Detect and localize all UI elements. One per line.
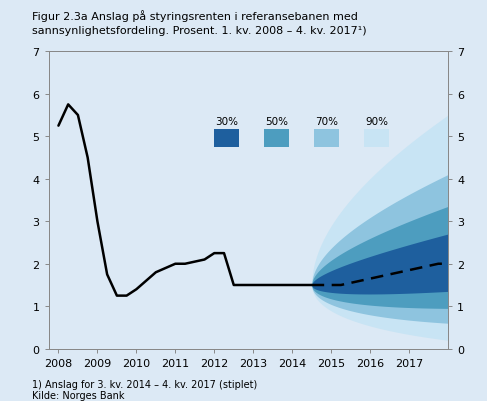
FancyBboxPatch shape (314, 129, 339, 148)
Text: Figur 2.3a Anslag på styringsrenten i referansebanen med: Figur 2.3a Anslag på styringsrenten i re… (32, 10, 357, 22)
Text: 70%: 70% (315, 116, 338, 126)
FancyBboxPatch shape (264, 129, 289, 148)
Text: sannsynlighetsfordeling. Prosent. 1. kv. 2008 – 4. kv. 2017¹): sannsynlighetsfordeling. Prosent. 1. kv.… (32, 26, 366, 36)
FancyBboxPatch shape (214, 129, 239, 148)
Text: 50%: 50% (265, 116, 288, 126)
Text: 90%: 90% (365, 116, 388, 126)
Text: 1) Anslag for 3. kv. 2014 – 4. kv. 2017 (stiplet): 1) Anslag for 3. kv. 2014 – 4. kv. 2017 … (32, 379, 257, 389)
Text: 30%: 30% (215, 116, 238, 126)
FancyBboxPatch shape (364, 129, 389, 148)
Text: Kilde: Norges Bank: Kilde: Norges Bank (32, 390, 124, 400)
